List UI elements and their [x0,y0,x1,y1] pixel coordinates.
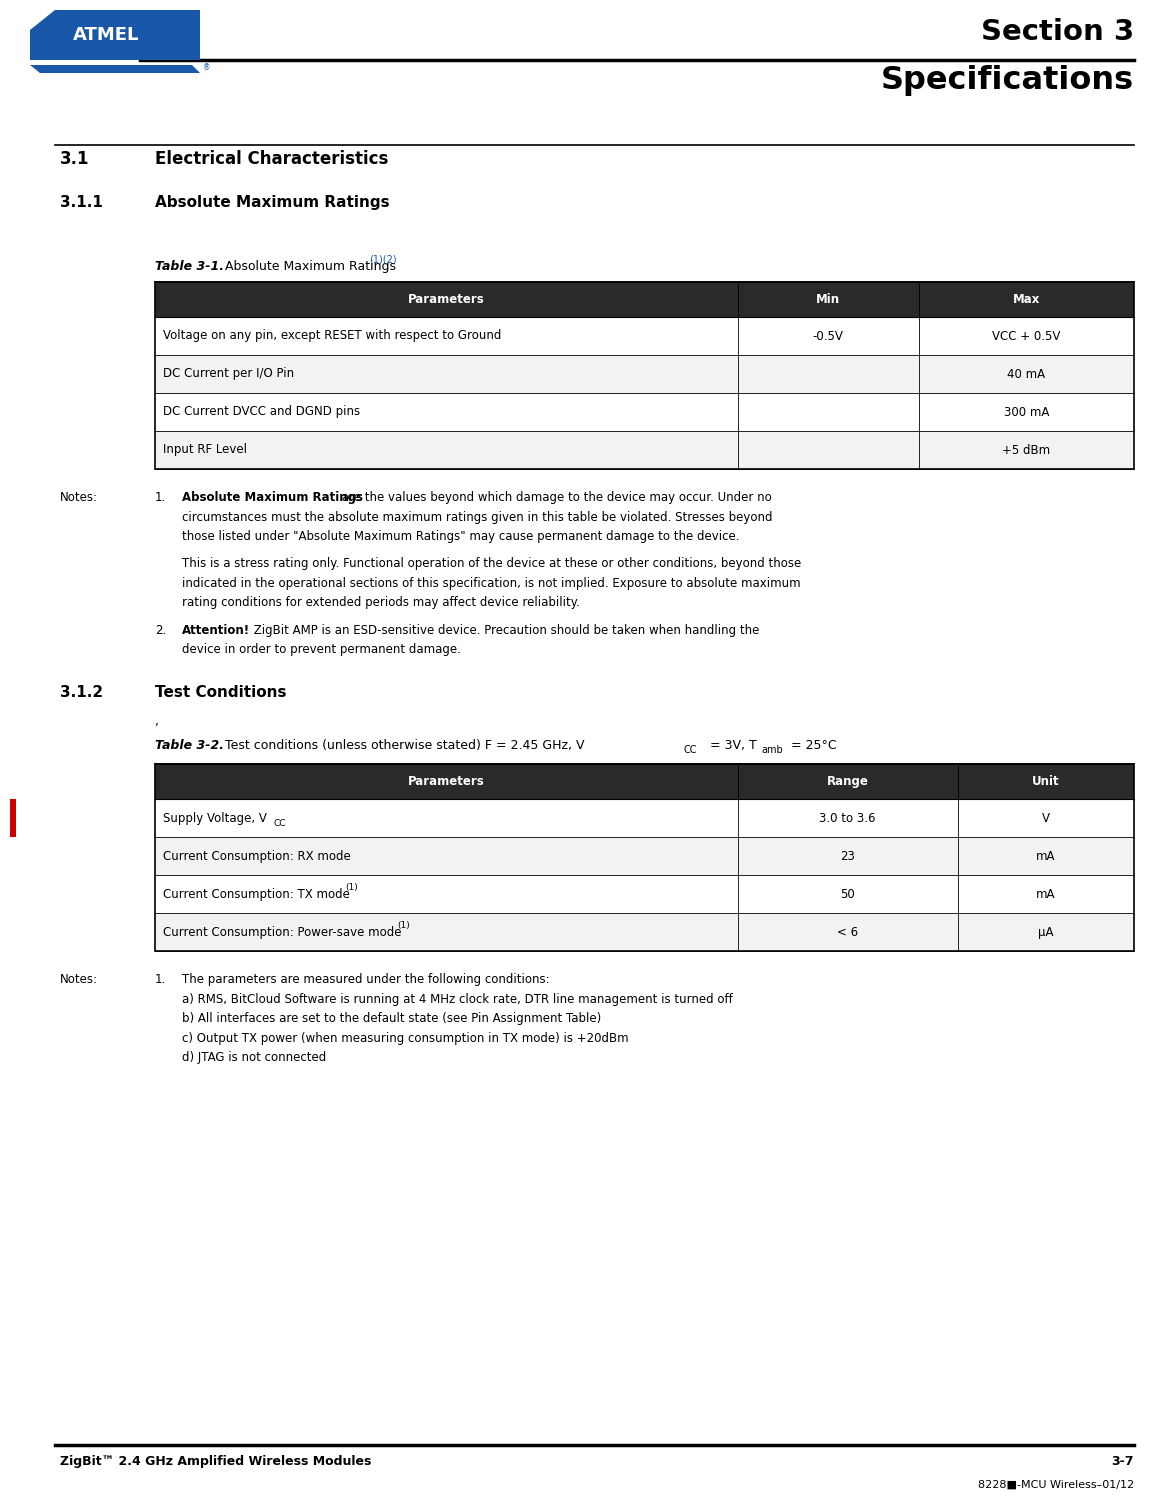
Text: Table 3-2.: Table 3-2. [155,740,224,752]
Text: Section 3: Section 3 [981,18,1134,46]
Bar [11,800,16,837]
Text: CC: CC [684,746,698,754]
Text: Absolute Maximum Ratings: Absolute Maximum Ratings [155,195,389,210]
Text: Absolute Maximum Ratings: Absolute Maximum Ratings [182,490,364,504]
Text: ®: ® [203,63,210,72]
Text: = 3V, T: = 3V, T [706,740,756,752]
Text: The parameters are measured under the following conditions:: The parameters are measured under the fo… [182,974,549,986]
Text: 23: 23 [841,849,855,862]
Text: < 6: < 6 [837,926,858,939]
Text: device in order to prevent permanent damage.: device in order to prevent permanent dam… [182,644,461,656]
Bar [155,914,1134,951]
Text: This is a stress rating only. Functional operation of the device at these or oth: This is a stress rating only. Functional… [182,558,801,570]
Text: Specifications: Specifications [881,64,1134,96]
Text: DC Current DVCC and DGND pins: DC Current DVCC and DGND pins [162,405,360,418]
Text: µA: µA [1038,926,1053,939]
Bar [155,874,1134,914]
Text: indicated in the operational sections of this specification, is not implied. Exp: indicated in the operational sections of… [182,578,801,590]
Text: Test conditions (unless otherwise stated) F = 2.45 GHz, V: Test conditions (unless otherwise stated… [217,740,584,752]
Text: circumstances must the absolute maximum ratings given in this table be violated.: circumstances must the absolute maximum … [182,510,773,524]
Text: a) RMS, BitCloud Software is running at 4 MHz clock rate, DTR line management is: a) RMS, BitCloud Software is running at … [182,993,733,1005]
Text: Min: Min [816,292,841,306]
Text: ZigBit AMP is an ESD-sensitive device. Precaution should be taken when handling : ZigBit AMP is an ESD-sensitive device. P… [250,624,760,636]
Polygon shape [30,64,200,74]
Text: are the values beyond which damage to the device may occur. Under no: are the values beyond which damage to th… [338,490,772,504]
Text: +5 dBm: +5 dBm [1002,444,1051,456]
Text: 3.1: 3.1 [60,150,90,168]
Text: b) All interfaces are set to the default state (see Pin Assignment Table): b) All interfaces are set to the default… [182,1013,601,1025]
Text: Table 3-1.: Table 3-1. [155,260,224,273]
Text: Parameters: Parameters [408,776,485,788]
Bar [155,356,1134,393]
Text: CC: CC [274,819,286,828]
Text: amb: amb [761,746,783,754]
Text: Notes:: Notes: [60,974,98,986]
Text: ATMEL: ATMEL [74,26,139,44]
Text: Supply Voltage, V: Supply Voltage, V [162,812,267,825]
Text: 300 mA: 300 mA [1004,405,1049,418]
Text: 3.1.1: 3.1.1 [60,195,103,210]
Text: Parameters: Parameters [408,292,485,306]
Text: (1): (1) [345,882,358,891]
Text: DC Current per I/O Pin: DC Current per I/O Pin [162,368,295,381]
Text: Absolute Maximum Ratings: Absolute Maximum Ratings [217,260,396,273]
Text: 3.0 to 3.6: 3.0 to 3.6 [819,812,876,825]
Text: ZigBit™ 2.4 GHz Amplified Wireless Modules: ZigBit™ 2.4 GHz Amplified Wireless Modul… [60,1455,372,1468]
Text: Voltage on any pin, except RESET with respect to Ground: Voltage on any pin, except RESET with re… [162,330,502,342]
Text: (1): (1) [397,921,410,930]
Text: = 25°C: = 25°C [787,740,837,752]
Polygon shape [30,10,200,60]
Text: Input RF Level: Input RF Level [162,444,247,456]
Text: rating conditions for extended periods may affect device reliability.: rating conditions for extended periods m… [182,597,580,609]
Bar [155,800,1134,837]
Bar [155,282,1134,470]
Bar [155,393,1134,430]
Text: Unit: Unit [1032,776,1060,788]
Text: 1.: 1. [155,974,166,986]
Bar [155,282,1134,316]
Text: V: V [1042,812,1050,825]
Text: 3.1.2: 3.1.2 [60,686,103,700]
Text: VCC + 0.5V: VCC + 0.5V [992,330,1060,342]
Text: Test Conditions: Test Conditions [155,686,286,700]
Text: Current Consumption: RX mode: Current Consumption: RX mode [162,849,351,862]
Text: ,: , [155,716,159,728]
Text: those listed under "Absolute Maximum Ratings" may cause permanent damage to the : those listed under "Absolute Maximum Rat… [182,530,740,543]
Text: 40 mA: 40 mA [1008,368,1045,381]
Text: c) Output TX power (when measuring consumption in TX mode) is +20dBm: c) Output TX power (when measuring consu… [182,1032,629,1044]
Bar [155,837,1134,874]
Bar [155,764,1134,951]
Text: 1.: 1. [155,490,166,504]
Text: Max: Max [1012,292,1040,306]
Text: (1)(2): (1)(2) [369,255,396,266]
Text: mA: mA [1036,849,1056,862]
Bar [155,430,1134,470]
Text: 2.: 2. [155,624,166,636]
Bar [155,316,1134,356]
Text: mA: mA [1036,888,1056,900]
Text: Current Consumption: TX mode: Current Consumption: TX mode [162,888,350,900]
Text: Current Consumption: Power-save mode: Current Consumption: Power-save mode [162,926,401,939]
Bar [155,764,1134,800]
Text: Notes:: Notes: [60,490,98,504]
Text: 3-7: 3-7 [1112,1455,1134,1468]
Text: Electrical Characteristics: Electrical Characteristics [155,150,388,168]
Text: d) JTAG is not connected: d) JTAG is not connected [182,1052,326,1064]
Text: -0.5V: -0.5V [812,330,844,342]
Text: 8228■-MCU Wireless–01/12: 8228■-MCU Wireless–01/12 [978,1480,1134,1490]
Text: Range: Range [826,776,869,788]
Text: Attention!: Attention! [182,624,250,636]
Text: 50: 50 [841,888,855,900]
